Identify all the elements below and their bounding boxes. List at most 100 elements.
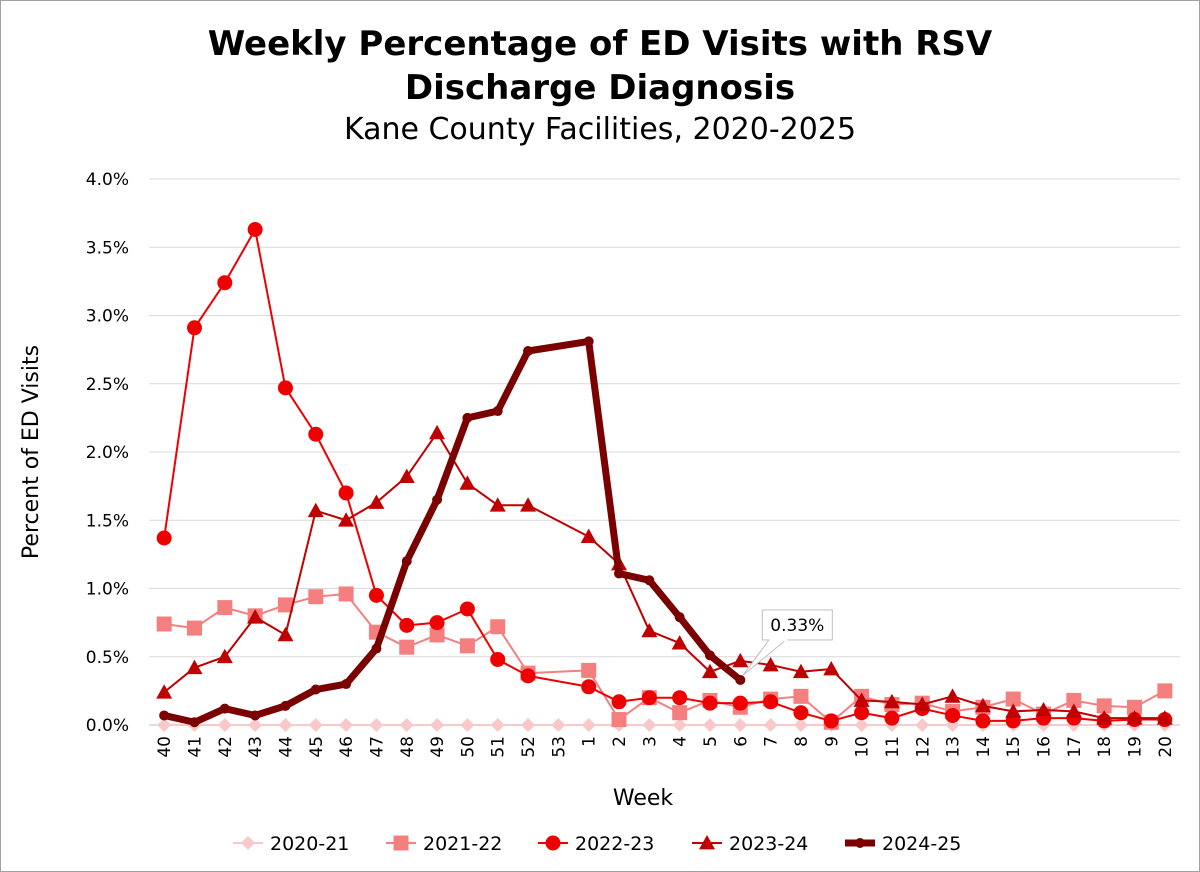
data-point bbox=[308, 589, 324, 605]
x-tick-label: 47 bbox=[367, 736, 387, 758]
annotation-layer: 0.33% bbox=[742, 609, 833, 676]
series-2022-23 bbox=[156, 222, 1173, 729]
data-point bbox=[308, 426, 324, 442]
data-point bbox=[460, 718, 475, 732]
data-point bbox=[217, 718, 232, 732]
x-axis-ticks: 40 41 42 43 44 45 46 47 48 49 50 51 52 53 1 2 3 4 5 6 7 8 9 10 1… bbox=[155, 736, 1176, 758]
data-point bbox=[1096, 710, 1113, 725]
data-point bbox=[611, 712, 627, 728]
data-point bbox=[853, 692, 870, 707]
legend-item-2024-25: 2024-25 bbox=[845, 833, 961, 855]
chart-title-line-2: Discharge Diagnosis bbox=[404, 68, 796, 108]
data-point bbox=[944, 688, 961, 703]
data-point bbox=[393, 835, 409, 851]
legend: 2020-21 2021-22 2022-23 2023-24 2024-25 bbox=[233, 833, 961, 855]
x-tick-label: 14 bbox=[974, 736, 994, 758]
data-point bbox=[490, 619, 506, 635]
data-point bbox=[671, 635, 688, 650]
x-tick-label: 40 bbox=[155, 736, 175, 758]
data-point bbox=[280, 700, 291, 711]
x-tick-label: 11 bbox=[883, 736, 903, 758]
data-point bbox=[216, 648, 233, 664]
data-point bbox=[398, 468, 415, 483]
data-point bbox=[674, 612, 685, 623]
data-point bbox=[490, 718, 505, 732]
x-tick-label: 3 bbox=[640, 736, 660, 747]
data-point bbox=[1127, 699, 1143, 715]
data-point bbox=[583, 336, 594, 347]
x-tick-label: 10 bbox=[853, 736, 873, 758]
series-layer bbox=[156, 222, 1173, 732]
data-point bbox=[641, 622, 658, 638]
data-point bbox=[551, 718, 566, 732]
y-tick-label: 0.0% bbox=[86, 716, 129, 736]
y-tick-label: 1.0% bbox=[86, 580, 129, 600]
data-point bbox=[1005, 691, 1021, 707]
data-point bbox=[614, 568, 625, 579]
data-point bbox=[459, 638, 475, 654]
data-point bbox=[217, 600, 233, 616]
x-tick-label: 44 bbox=[276, 736, 296, 758]
x-tick-label: 49 bbox=[428, 736, 448, 758]
data-point bbox=[1065, 703, 1082, 718]
series-line-2024-25 bbox=[160, 337, 744, 726]
x-tick-label: 4 bbox=[671, 736, 691, 747]
data-point bbox=[247, 222, 263, 238]
data-point bbox=[702, 695, 718, 711]
data-point bbox=[492, 406, 503, 417]
data-point bbox=[186, 620, 202, 636]
data-point bbox=[186, 659, 203, 675]
data-point bbox=[462, 412, 473, 423]
data-point bbox=[521, 718, 536, 732]
data-point bbox=[186, 320, 202, 336]
data-point bbox=[699, 835, 715, 850]
data-point bbox=[854, 718, 869, 732]
data-point bbox=[672, 690, 688, 706]
series-2021-22 bbox=[156, 586, 1173, 730]
series-2023-24 bbox=[156, 424, 1173, 725]
data-point bbox=[429, 615, 445, 631]
data-point bbox=[1005, 703, 1022, 718]
data-point bbox=[732, 652, 749, 668]
data-point bbox=[341, 679, 352, 690]
data-point bbox=[338, 586, 354, 602]
data-point bbox=[459, 601, 475, 617]
x-tick-label: 16 bbox=[1035, 736, 1055, 758]
data-point bbox=[307, 502, 324, 518]
data-point bbox=[884, 710, 900, 726]
data-point bbox=[611, 694, 627, 710]
x-tick-label: 52 bbox=[519, 736, 539, 758]
data-point bbox=[823, 661, 840, 676]
x-tick-label: 18 bbox=[1095, 736, 1115, 758]
data-point bbox=[490, 651, 506, 667]
chart-title-line-1: Weekly Percentage of ED Visits with RSV bbox=[207, 24, 993, 64]
x-tick-label: 45 bbox=[307, 736, 327, 758]
data-point bbox=[399, 617, 415, 633]
data-point bbox=[339, 718, 354, 732]
x-tick-label: 1 bbox=[580, 736, 600, 747]
data-point bbox=[581, 662, 597, 678]
x-tick-label: 8 bbox=[792, 736, 812, 747]
x-tick-label: 5 bbox=[701, 736, 721, 747]
data-point bbox=[855, 838, 865, 848]
data-point bbox=[338, 512, 355, 527]
legend-item-2022-23: 2022-23 bbox=[538, 833, 654, 855]
callout-label: 0.33% bbox=[770, 616, 824, 636]
legend-label: 2021-22 bbox=[423, 833, 502, 855]
data-point bbox=[763, 694, 779, 710]
data-point bbox=[974, 697, 991, 713]
legend-label: 2022-23 bbox=[575, 833, 654, 855]
data-point bbox=[520, 497, 537, 512]
data-point bbox=[248, 718, 263, 732]
data-point bbox=[672, 718, 687, 732]
data-point bbox=[219, 703, 230, 714]
data-point bbox=[277, 380, 293, 396]
x-tick-label: 9 bbox=[822, 736, 842, 747]
data-point bbox=[368, 494, 385, 509]
data-point bbox=[1156, 710, 1173, 725]
data-point bbox=[523, 345, 534, 356]
callout-seam bbox=[769, 638, 788, 642]
data-point bbox=[823, 713, 839, 729]
x-tick-label: 7 bbox=[762, 736, 782, 747]
data-point bbox=[489, 497, 506, 512]
